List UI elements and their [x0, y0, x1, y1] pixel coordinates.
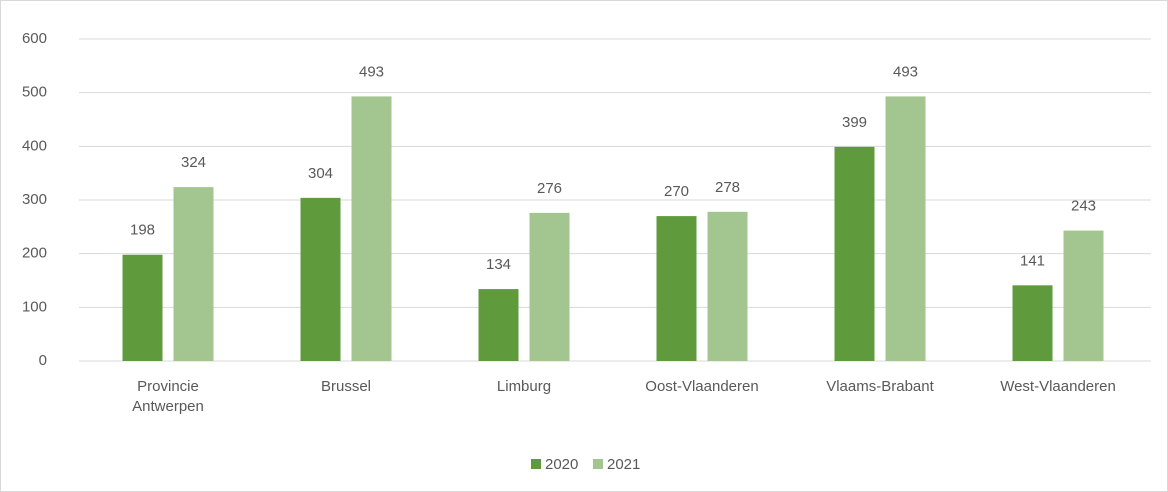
- y-tick-label: 100: [22, 298, 47, 315]
- data-label: 243: [1071, 198, 1096, 215]
- data-label: 276: [537, 180, 562, 197]
- x-tick-label: Vlaams-Brabant: [826, 378, 934, 395]
- legend-swatch: [593, 459, 603, 469]
- legend-label: 2020: [545, 456, 578, 473]
- data-label: 278: [715, 179, 740, 196]
- x-tick-label: Limburg: [496, 378, 552, 395]
- data-label: 304: [308, 165, 333, 182]
- bar: [707, 211, 748, 361]
- data-label: 493: [359, 63, 384, 80]
- bar: [1063, 230, 1104, 361]
- x-tick-label: Oost-Vlaanderen: [645, 378, 759, 395]
- data-label: 141: [1020, 252, 1045, 269]
- y-tick-label: 500: [22, 84, 47, 101]
- bar: [300, 197, 341, 361]
- bar: [478, 289, 519, 361]
- data-label: 493: [893, 63, 918, 80]
- data-label: 134: [486, 256, 511, 273]
- y-tick-label: 0: [39, 352, 47, 369]
- bar: [885, 96, 926, 361]
- y-tick-label: 400: [22, 137, 47, 154]
- y-tick-label: 200: [22, 245, 47, 262]
- bar: [834, 146, 875, 361]
- bar: [351, 96, 392, 361]
- y-tick-label: 300: [22, 191, 47, 208]
- x-tick-label: Brussel: [320, 378, 372, 395]
- x-tick-label: Provincie Antwerpen: [132, 378, 204, 415]
- y-tick-label: 600: [22, 30, 47, 47]
- bar: [1012, 285, 1053, 361]
- data-label: 198: [130, 222, 155, 239]
- data-label: 270: [664, 183, 689, 200]
- legend-label: 2021: [607, 456, 640, 473]
- data-label: 399: [842, 114, 867, 131]
- bar: [173, 187, 214, 361]
- data-label: 324: [181, 154, 206, 171]
- bar: [529, 212, 570, 361]
- x-tick-label: West-Vlaanderen: [1000, 378, 1116, 395]
- bar: [122, 254, 163, 361]
- bar: [656, 216, 697, 361]
- legend-swatch: [531, 459, 541, 469]
